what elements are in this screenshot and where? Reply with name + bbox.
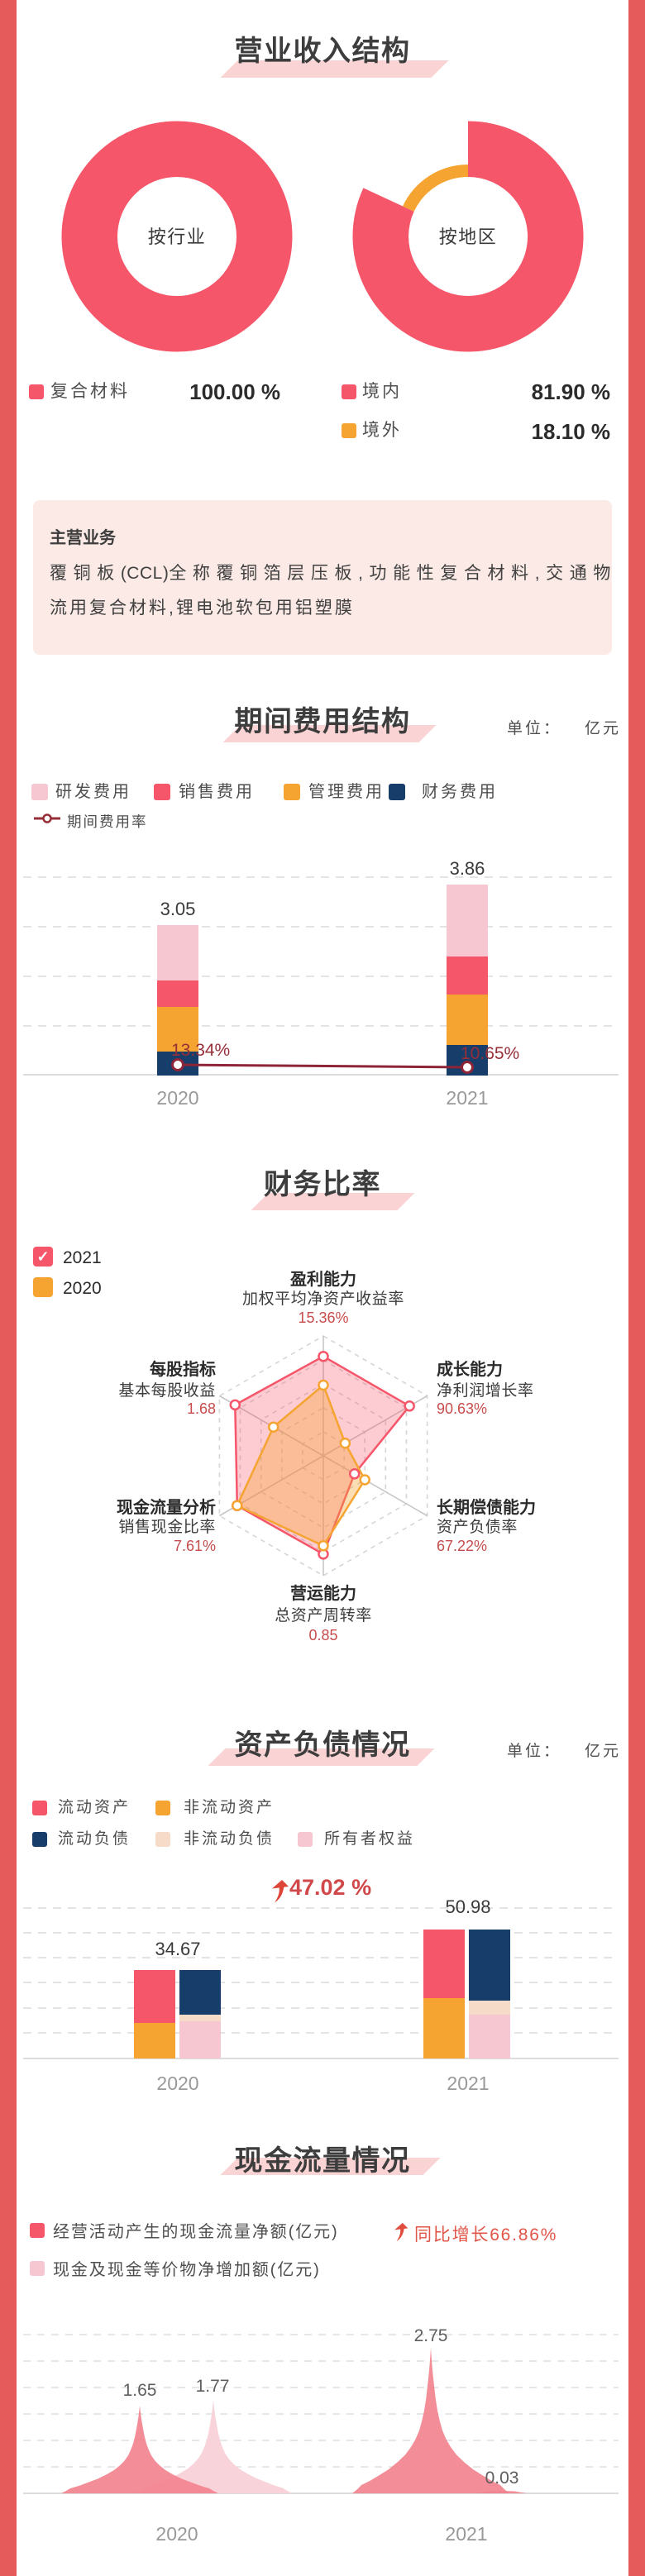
svg-text:0.03: 0.03 [485, 2469, 519, 2488]
svg-text:34.67: 34.67 [155, 1939, 200, 1959]
svg-text:2.75: 2.75 [414, 2326, 448, 2345]
svg-text:1.65: 1.65 [123, 2381, 157, 2400]
svg-text:2021: 2021 [446, 1087, 488, 1108]
svg-text:2021: 2021 [447, 2073, 489, 2094]
svg-text:2020: 2020 [156, 1087, 198, 1108]
svg-text:2020: 2020 [155, 2523, 198, 2545]
svg-text:2021: 2021 [445, 2523, 487, 2545]
svg-text:10.65%: 10.65% [461, 1044, 519, 1063]
svg-text:1.77: 1.77 [196, 2377, 230, 2396]
svg-text:按行业: 按行业 [148, 227, 207, 247]
svg-text:2020: 2020 [156, 2073, 198, 2094]
svg-text:3.05: 3.05 [160, 899, 196, 919]
svg-text:按地区: 按地区 [439, 227, 498, 247]
svg-text:3.86: 3.86 [450, 860, 485, 879]
svg-text:13.34%: 13.34% [171, 1041, 230, 1060]
svg-text:50.98: 50.98 [445, 1896, 490, 1917]
